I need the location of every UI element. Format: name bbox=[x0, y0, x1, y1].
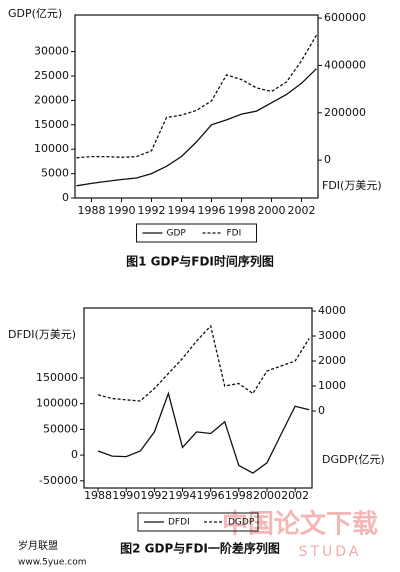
x-tick-label: 1996 bbox=[198, 204, 226, 217]
y-tick-label: 150000 bbox=[36, 371, 78, 384]
legend-box bbox=[137, 512, 259, 532]
x-tick-label: 1996 bbox=[197, 489, 225, 502]
caption: 图2 GDP与FDI一阶差序列图 bbox=[120, 541, 280, 556]
x-tick-label: 1990 bbox=[112, 489, 140, 502]
y2-tick-label: 1000 bbox=[318, 379, 346, 392]
y-tick-label: 0 bbox=[62, 191, 69, 204]
y-tick-label: 5000 bbox=[41, 167, 69, 180]
y2-axis-label: DGDP(亿元) bbox=[322, 453, 385, 466]
y-tick-label: 10000 bbox=[34, 142, 69, 155]
y-tick-label: 15000 bbox=[34, 118, 69, 131]
caption: 图1 GDP与FDI时间序列图 bbox=[126, 254, 274, 269]
plot-frame bbox=[83, 307, 313, 489]
legend-label: FDI bbox=[227, 229, 242, 239]
y2-tick-label: 3000 bbox=[318, 329, 346, 342]
x-tick-label: 2002 bbox=[281, 489, 309, 502]
x-tick-label: 1998 bbox=[228, 204, 256, 217]
x-tick-label: 2000 bbox=[258, 204, 286, 217]
x-tick-label: 1994 bbox=[169, 489, 197, 502]
x-tick-label: 1992 bbox=[140, 489, 168, 502]
y-tick-label: 50000 bbox=[43, 422, 78, 435]
y2-tick-label: 0 bbox=[324, 153, 331, 166]
y2-tick-label: 2000 bbox=[318, 354, 346, 367]
legend-label: DFDI bbox=[168, 518, 190, 528]
x-tick-label: 2002 bbox=[288, 204, 316, 217]
y2-axis-label: FDI(万美元) bbox=[322, 179, 382, 192]
y-axis-label: GDP(亿元) bbox=[8, 7, 62, 20]
x-tick-label: 1988 bbox=[84, 489, 112, 502]
watermark-url: STUDA bbox=[299, 544, 362, 560]
watermark: 中国论文下载 bbox=[222, 509, 378, 540]
legend-label: DGDP bbox=[228, 518, 255, 528]
x-tick-label: 1992 bbox=[138, 204, 166, 217]
watermark: 岁月联盟 bbox=[18, 539, 58, 552]
y2-tick-label: 0 bbox=[318, 404, 325, 417]
y2-tick-label: 600000 bbox=[324, 11, 366, 24]
plot-frame bbox=[74, 14, 319, 199]
series-line bbox=[97, 391, 310, 474]
y-tick-label: -50000 bbox=[39, 474, 78, 487]
series-line bbox=[76, 68, 317, 187]
y2-tick-label: 4000 bbox=[318, 304, 346, 317]
y-tick-label: 30000 bbox=[34, 45, 69, 58]
y2-tick-label: 400000 bbox=[324, 58, 366, 71]
x-tick-label: 1994 bbox=[168, 204, 196, 217]
y-axis-label: DFDI(万美元) bbox=[8, 328, 76, 341]
y-tick-label: 0 bbox=[71, 448, 78, 461]
legend-label: GDP bbox=[167, 229, 187, 239]
y-tick-label: 25000 bbox=[34, 69, 69, 82]
x-tick-label: 1998 bbox=[225, 489, 253, 502]
legend-box bbox=[136, 223, 257, 243]
x-tick-label: 1990 bbox=[108, 204, 136, 217]
y-tick-label: 20000 bbox=[34, 93, 69, 106]
series-line bbox=[76, 34, 318, 159]
x-tick-label: 1988 bbox=[78, 204, 106, 217]
watermark-url: www.5yue.com bbox=[18, 558, 87, 568]
y-tick-label: 100000 bbox=[36, 397, 78, 410]
x-tick-label: 2000 bbox=[253, 489, 281, 502]
series-line bbox=[97, 324, 310, 402]
y2-tick-label: 200000 bbox=[324, 106, 366, 119]
